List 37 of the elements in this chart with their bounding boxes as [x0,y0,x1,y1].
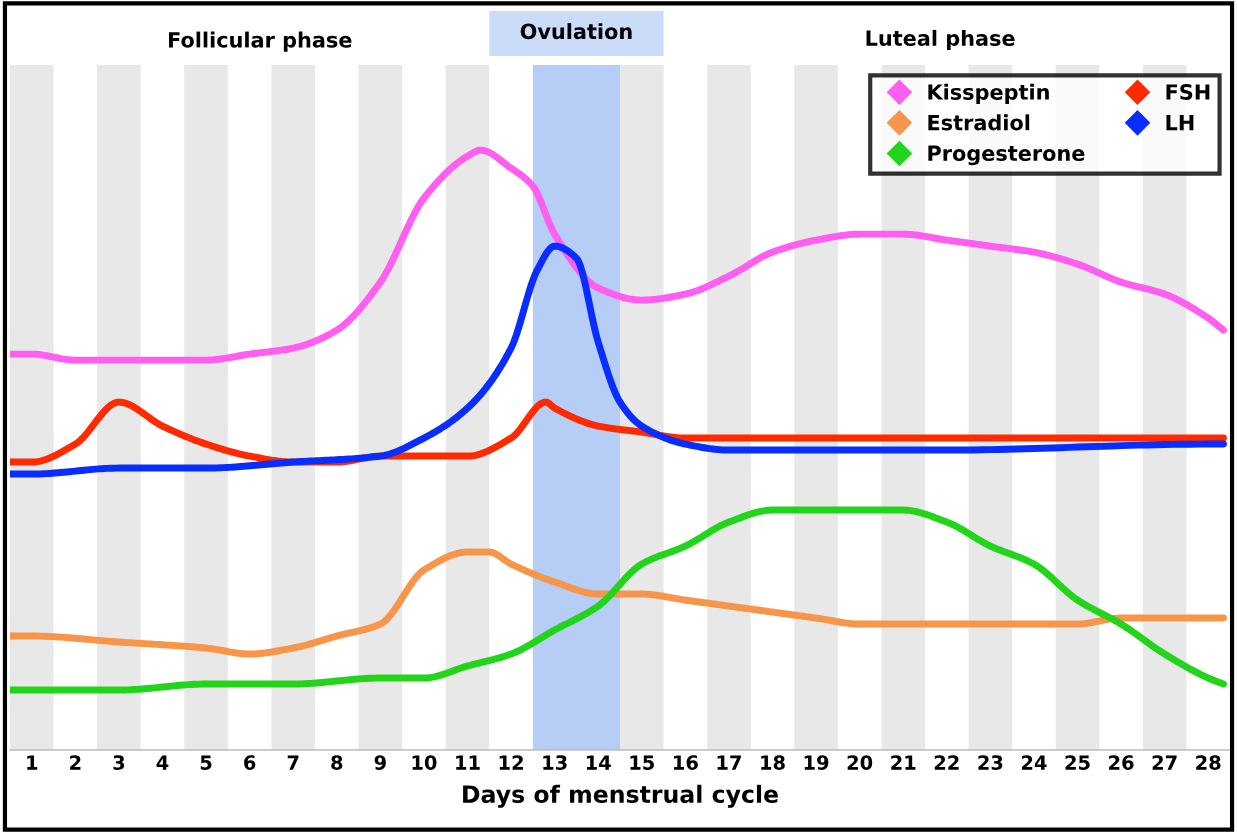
x-tick-label: 21 [891,755,916,770]
x-tick-label: 27 [1152,755,1177,770]
x-tick-label: 4 [156,755,169,770]
x-tick-label: 14 [586,755,611,770]
x-tick-label: 19 [804,755,829,770]
text: Luteal phase [866,29,1015,51]
x-tick-label: 15 [630,755,654,770]
x-tick-label: 25 [1065,755,1090,770]
x-tick-label: 6 [244,755,256,770]
x-tick-label: 23 [978,755,1003,770]
text: Follicular phase [169,31,352,52]
legend-label: Progesterone [928,145,1085,166]
x-tick-label: 11 [456,755,480,770]
x-tick-label: 3 [113,755,125,770]
legend-label: Estradiol [928,114,1030,131]
x-tick-label: 28 [1196,755,1221,770]
x-tick-label: 2 [70,755,81,770]
x-tick-label: 8 [331,755,343,770]
legend-label: LH [1166,114,1194,131]
band-label: Ovulation [520,23,632,40]
x-axis-title: Days of menstrual cycle [463,784,778,808]
x-tick-label: 1 [27,755,38,770]
x-tick-label: 9 [374,755,386,770]
x-tick-label: 22 [934,755,959,770]
x-tick-label: 26 [1109,755,1134,770]
x-tick-label: 20 [847,755,873,770]
x-tick-label: 5 [200,755,212,770]
x-tick-label: 13 [543,755,567,770]
x-tick-label: 17 [717,755,741,770]
x-tick-label: 24 [1021,755,1047,770]
x-tick-label: 10 [412,755,437,770]
x-tick-label: 16 [674,755,698,770]
legend-label: Kisspeptin [928,83,1049,104]
x-tick-label: 12 [499,755,523,770]
x-tick-label: 18 [761,755,785,770]
x-tick-label: 7 [287,755,299,770]
legend-label: FSH [1166,84,1210,100]
